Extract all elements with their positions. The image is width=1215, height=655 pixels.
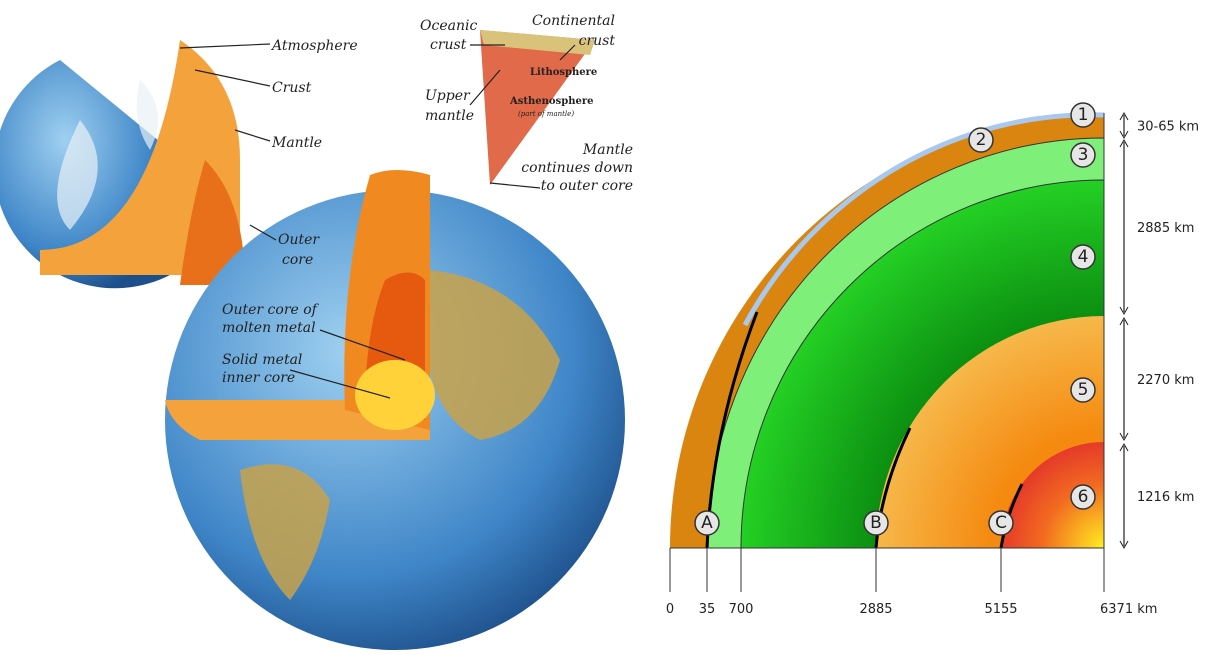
axis-label: 35 xyxy=(699,602,716,617)
axis-label: 0 xyxy=(666,602,674,617)
label: Mantle continues down to outer core xyxy=(521,142,633,194)
leaders xyxy=(179,43,576,399)
axis-label: 5155 xyxy=(984,602,1017,617)
axis-label: 2885 xyxy=(859,602,892,617)
arrow xyxy=(1119,316,1129,442)
marker-label: 3 xyxy=(1078,145,1089,165)
inner-core xyxy=(1001,442,1104,548)
wedge xyxy=(480,30,595,185)
label: Asthenosphere (part of mantle) xyxy=(509,96,593,118)
arrow xyxy=(1119,138,1129,316)
marker-label: A xyxy=(701,513,713,533)
label: Crust xyxy=(272,80,312,96)
wedge-crust xyxy=(480,30,595,55)
label: Lithosphere xyxy=(530,67,597,78)
marker-label: 4 xyxy=(1078,247,1089,267)
thickness-label: 1216 km xyxy=(1137,490,1194,505)
label: Outer core xyxy=(278,232,320,268)
marker-circle xyxy=(988,510,1014,536)
marker-circle xyxy=(1070,244,1096,270)
marker-label: 6 xyxy=(1078,487,1089,507)
axis-label: 700 xyxy=(729,602,754,617)
label: Atmosphere xyxy=(270,38,358,54)
marker-circle xyxy=(968,127,994,153)
marker-label: C xyxy=(995,513,1007,533)
label: Upper mantle xyxy=(425,88,474,124)
arrow xyxy=(1119,442,1129,550)
label: Continental crust xyxy=(532,13,615,49)
label: Solid metal inner core xyxy=(222,352,302,386)
label: Oceanic crust xyxy=(420,18,477,53)
thickness-label: 30-65 km xyxy=(1137,120,1199,135)
marker-label: 2 xyxy=(976,130,987,150)
label: Outer core of molten metal xyxy=(222,302,320,336)
marker-circle xyxy=(1070,102,1096,128)
marker-label: 5 xyxy=(1078,380,1089,400)
small-outer-core xyxy=(180,160,245,285)
atmosphere-line xyxy=(742,112,1105,327)
marker-circle xyxy=(1070,484,1096,510)
illustration: Atmosphere Crust Mantle Outer core Outer … xyxy=(0,13,633,650)
inner-core xyxy=(355,360,435,430)
clouds xyxy=(57,80,159,230)
thickness-label: 2885 km xyxy=(1137,221,1194,236)
cross-section: 1 2 3 4 5 6 A B C 0 35 700 2885 5155 6371 km 30-65 km 28… xyxy=(666,102,1199,617)
small-mantle xyxy=(40,40,240,275)
arrow xyxy=(1119,111,1129,140)
marker-label: B xyxy=(870,513,882,533)
label: Mantle xyxy=(271,135,322,151)
land xyxy=(240,270,560,600)
marker-label: 1 xyxy=(1078,105,1089,125)
marker-circle xyxy=(1070,142,1096,168)
marker-circle xyxy=(694,510,720,536)
marker-circle xyxy=(863,510,889,536)
axis-label: 6371 km xyxy=(1100,602,1157,617)
thickness-label: 2270 km xyxy=(1137,373,1194,388)
marker-circle xyxy=(1070,377,1096,403)
